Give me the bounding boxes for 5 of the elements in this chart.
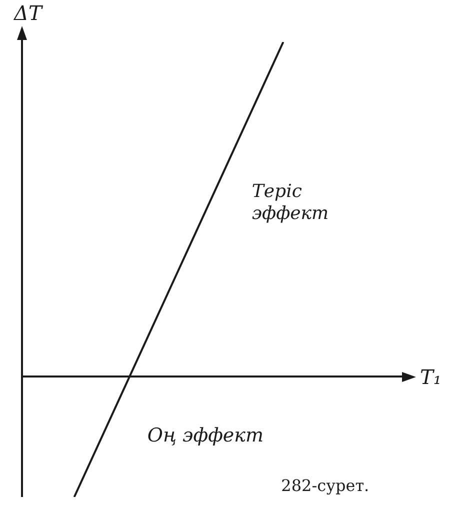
annotation: 282-сурет. — [281, 476, 370, 496]
y-axis-title: ΔT — [13, 1, 44, 26]
annotation: Теріс эффект — [252, 181, 329, 224]
annotation: Оң эффект — [147, 424, 264, 447]
x-axis-title: T₁ — [420, 364, 442, 389]
